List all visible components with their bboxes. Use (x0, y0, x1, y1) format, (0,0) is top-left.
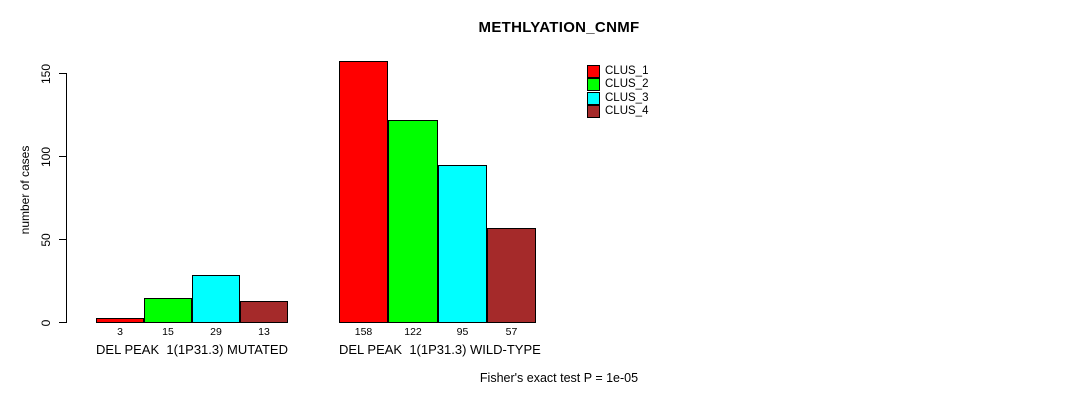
y-axis-tick (59, 322, 66, 323)
y-axis-tick (59, 239, 66, 240)
annotation-fisher-test: Fisher's exact test P = 1e-05 (479, 371, 639, 385)
bar-value-label: 57 (505, 326, 518, 338)
legend-label: CLUS_1 (605, 65, 649, 78)
legend-label: CLUS_3 (605, 91, 649, 104)
legend-label: CLUS_4 (605, 105, 649, 118)
bar-value-label: 15 (162, 326, 174, 338)
legend-label: CLUS_2 (605, 78, 649, 91)
bar-value-label: 158 (354, 326, 373, 338)
bar-clus_4-group1 (240, 301, 288, 323)
bar-value-label: 122 (404, 326, 422, 338)
bar-value-label: 3 (117, 326, 123, 338)
legend-swatch-clus_4 (587, 105, 600, 119)
bar-clus_1-group1 (96, 318, 144, 323)
y-axis-tick-label: 0 (39, 319, 53, 326)
legend-swatch-clus_3 (587, 91, 600, 105)
legend-swatch-clus_2 (587, 78, 600, 92)
y-axis-tick-label: 50 (39, 232, 53, 247)
x-category-label: DEL PEAK 1(1P31.3) MUTATED (96, 342, 288, 357)
bar-value-label: 29 (210, 326, 222, 338)
legend: CLUS_1 CLUS_2 CLUS_3 CLUS_4 (587, 65, 649, 119)
y-axis-tick-label: 100 (39, 146, 53, 167)
y-axis-tick-label: 150 (39, 63, 53, 84)
x-category-label: DEL PEAK 1(1P31.3) WILD-TYPE (339, 342, 541, 357)
bar-value-label: 13 (258, 326, 270, 338)
legend-item: CLUS_2 (587, 78, 649, 92)
bar-clus_3-group1 (192, 275, 240, 323)
y-axis-line (66, 73, 67, 323)
legend-item: CLUS_3 (587, 91, 649, 105)
bar-value-label: 95 (456, 326, 469, 338)
chart-title: METHLYATION_CNMF (478, 19, 640, 36)
legend-item: CLUS_4 (587, 105, 649, 119)
legend-swatch-clus_1 (587, 65, 600, 79)
bar-clus_2-group2 (388, 120, 438, 323)
bar-clus_2-group1 (144, 298, 192, 323)
bar-clus_4-group2 (487, 228, 536, 323)
y-axis-tick (59, 73, 66, 74)
bar-clus_1-group2 (339, 61, 388, 323)
bar-clus_3-group2 (438, 165, 487, 323)
legend-item: CLUS_1 (587, 65, 649, 79)
y-axis-tick (59, 156, 66, 157)
